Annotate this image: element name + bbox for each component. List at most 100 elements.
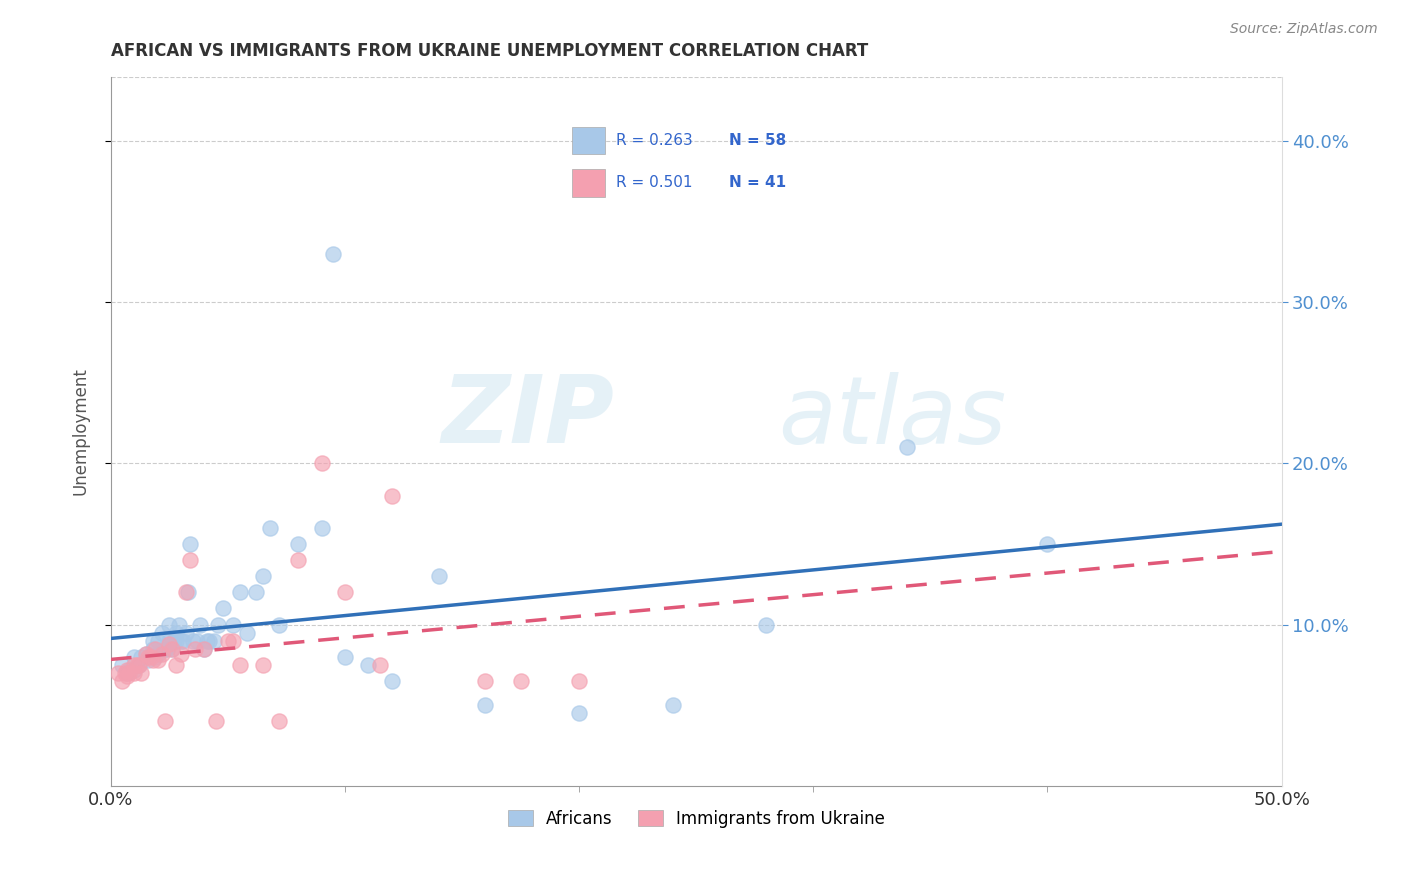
Point	[165, 625, 187, 640]
Point	[252, 657, 274, 672]
Point	[136, 653, 159, 667]
Point	[568, 673, 591, 688]
Text: AFRICAN VS IMMIGRANTS FROM UKRAINE UNEMPLOYMENT CORRELATION CHART: AFRICAN VS IMMIGRANTS FROM UKRAINE UNEMP…	[111, 42, 868, 60]
Point	[163, 633, 186, 648]
Point	[129, 649, 152, 664]
Point	[143, 641, 166, 656]
Point	[160, 641, 183, 656]
Point	[122, 663, 145, 677]
Point	[568, 706, 591, 721]
Point	[174, 585, 197, 599]
Point	[195, 633, 218, 648]
Point	[142, 633, 165, 648]
Point	[111, 673, 134, 688]
Point	[118, 663, 141, 677]
Point	[165, 657, 187, 672]
Point	[118, 665, 141, 680]
Point	[153, 641, 176, 656]
Point	[198, 633, 221, 648]
Text: atlas: atlas	[778, 371, 1007, 463]
Point	[896, 440, 918, 454]
Point	[146, 633, 169, 648]
Point	[150, 647, 173, 661]
Point	[311, 457, 333, 471]
Point	[287, 553, 309, 567]
Point	[193, 641, 215, 656]
Point	[311, 521, 333, 535]
Point	[179, 553, 201, 567]
Point	[245, 585, 267, 599]
Point	[269, 714, 291, 729]
Point	[165, 633, 187, 648]
Point	[167, 617, 190, 632]
Point	[259, 521, 281, 535]
Point	[381, 673, 404, 688]
Point	[157, 637, 180, 651]
Point	[322, 247, 344, 261]
Point	[1036, 537, 1059, 551]
Point	[205, 714, 228, 729]
Point	[139, 649, 162, 664]
Point	[122, 665, 145, 680]
Point	[122, 657, 145, 672]
Point	[157, 633, 180, 648]
Point	[170, 647, 193, 661]
Point	[142, 641, 165, 656]
Text: Source: ZipAtlas.com: Source: ZipAtlas.com	[1230, 22, 1378, 37]
Point	[193, 641, 215, 656]
Point	[156, 641, 179, 656]
Point	[333, 585, 356, 599]
Legend: Africans, Immigrants from Ukraine: Africans, Immigrants from Ukraine	[501, 803, 891, 834]
Point	[142, 653, 165, 667]
Point	[287, 537, 309, 551]
Point	[128, 657, 150, 672]
Point	[755, 617, 778, 632]
Point	[217, 633, 239, 648]
Point	[115, 663, 138, 677]
Point	[143, 649, 166, 664]
Point	[172, 633, 194, 648]
Point	[115, 665, 138, 680]
Point	[135, 647, 157, 661]
Point	[357, 657, 380, 672]
Point	[221, 633, 243, 648]
Point	[202, 633, 225, 648]
Y-axis label: Unemployment: Unemployment	[72, 368, 89, 495]
Point	[160, 641, 183, 656]
Point	[157, 617, 180, 632]
Point	[153, 714, 176, 729]
Point	[235, 625, 257, 640]
Point	[188, 617, 211, 632]
Point	[128, 657, 150, 672]
Point	[150, 625, 173, 640]
Point	[221, 617, 243, 632]
Point	[136, 649, 159, 664]
Point	[107, 665, 129, 680]
Point	[122, 649, 145, 664]
Point	[368, 657, 391, 672]
Point	[427, 569, 450, 583]
Point	[114, 665, 136, 680]
Point	[174, 625, 197, 640]
Point	[181, 633, 204, 648]
Point	[381, 489, 404, 503]
Point	[212, 601, 235, 615]
Point	[269, 617, 291, 632]
Point	[207, 617, 229, 632]
Point	[252, 569, 274, 583]
Point	[146, 647, 169, 661]
Point	[111, 657, 134, 672]
Text: ZIP: ZIP	[441, 371, 614, 463]
Point	[125, 657, 148, 672]
Point	[474, 698, 496, 713]
Point	[115, 669, 138, 683]
Point	[135, 647, 157, 661]
Point	[661, 698, 683, 713]
Point	[186, 633, 208, 648]
Point	[129, 665, 152, 680]
Point	[179, 537, 201, 551]
Point	[177, 585, 200, 599]
Point	[333, 649, 356, 664]
Point	[474, 673, 496, 688]
Point	[228, 657, 250, 672]
